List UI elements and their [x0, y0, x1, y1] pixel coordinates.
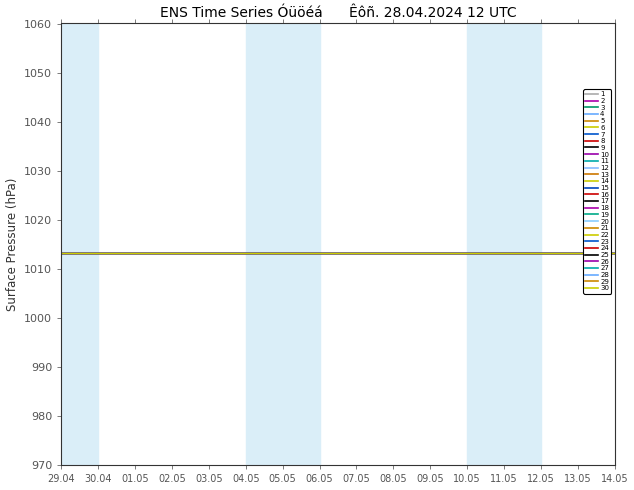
Y-axis label: Surface Pressure (hPa): Surface Pressure (hPa): [6, 178, 18, 311]
Bar: [467, 24, 541, 465]
Bar: [246, 24, 320, 465]
Bar: [61, 24, 98, 465]
Legend: 1, 2, 3, 4, 5, 6, 7, 8, 9, 10, 11, 12, 13, 14, 15, 16, 17, 18, 19, 20, 21, 22, 2: 1, 2, 3, 4, 5, 6, 7, 8, 9, 10, 11, 12, 1…: [583, 89, 611, 294]
Title: ENS Time Series Óüöéá      Êôñ. 28.04.2024 12 UTC: ENS Time Series Óüöéá Êôñ. 28.04.2024 12…: [160, 5, 516, 20]
